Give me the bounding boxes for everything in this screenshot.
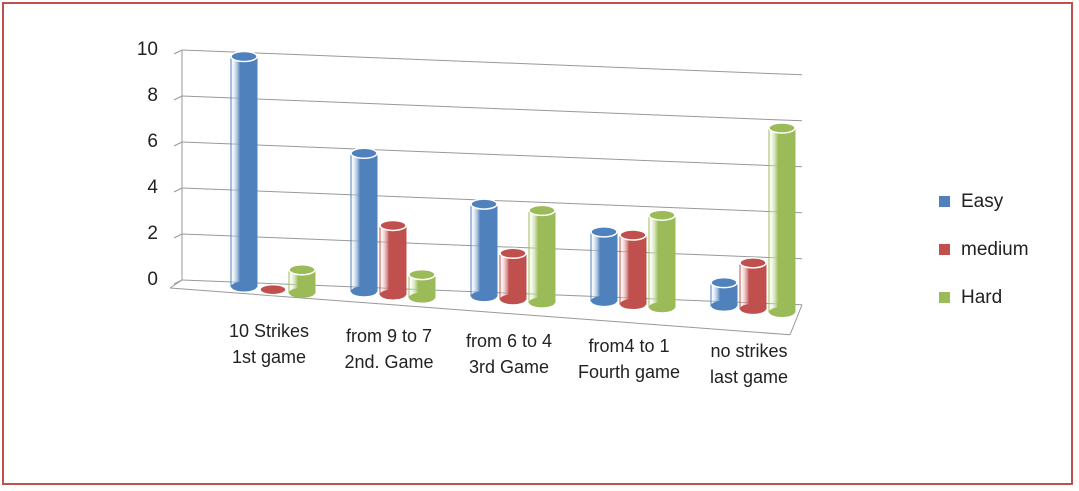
- bar: [499, 247, 527, 305]
- bar: [528, 204, 556, 308]
- legend-swatch: [939, 244, 950, 255]
- bar: [619, 229, 647, 310]
- x-tick-label: no strikes last game: [709, 340, 793, 387]
- bar-body: [619, 234, 647, 305]
- bar-top: [528, 204, 556, 217]
- bar-top: [768, 122, 796, 134]
- tick-mark: [173, 141, 183, 147]
- frame: 0 2 4 6 8 10 Easy medium Hard 10 Strikes 1st gam…: [2, 2, 1073, 485]
- x-tick-label: from 6 to 4 3rd Game: [465, 331, 558, 378]
- bar-top: [648, 209, 676, 221]
- bar-top: [619, 229, 647, 241]
- tick-mark: [173, 95, 183, 101]
- bar-bottom: [409, 292, 435, 303]
- bar-bottom: [591, 295, 617, 306]
- bar: [379, 219, 407, 300]
- bar-bottom: [471, 291, 497, 302]
- bar-body: [648, 214, 676, 308]
- y-tick-label: 2: [147, 223, 158, 244]
- bar-bottom: [649, 302, 675, 313]
- bar: [470, 198, 498, 302]
- legend-label: Easy: [961, 191, 1004, 212]
- tick-mark: [173, 49, 183, 55]
- legend-swatch: [939, 292, 950, 303]
- bar: [768, 122, 796, 317]
- y-tick-label: 10: [137, 39, 158, 60]
- bar-top: [739, 257, 767, 269]
- bar-top: [590, 226, 618, 238]
- bar: [739, 257, 767, 314]
- bar: [408, 268, 436, 303]
- floor-edge: [169, 287, 791, 336]
- bar-bottom: [500, 294, 526, 305]
- bar-body: [230, 55, 258, 287]
- bar-bottom: [711, 300, 737, 311]
- bar-body: [350, 152, 378, 292]
- bar-body: [499, 252, 527, 300]
- x-tick-label: from4 to 1 Fourth game: [577, 335, 681, 382]
- bar-top: [288, 264, 316, 276]
- bar-body: [528, 209, 556, 303]
- bar-body: [768, 127, 796, 313]
- floor-right: [789, 304, 803, 335]
- y-tick-label: 6: [147, 131, 158, 152]
- grid-line: [181, 95, 803, 122]
- x-tick-label: from 9 to 7 2nd. Game: [344, 326, 443, 373]
- legend-swatch: [939, 196, 950, 207]
- bar-bottom: [529, 297, 555, 308]
- legend-label: medium: [961, 239, 1029, 260]
- bar-body: [739, 262, 767, 310]
- bar-top: [350, 147, 378, 160]
- bar: [259, 283, 287, 296]
- bar-top: [710, 276, 738, 289]
- bar: [350, 147, 378, 297]
- bar: [590, 226, 618, 306]
- tick-mark: [173, 187, 183, 193]
- bar-bottom: [620, 299, 646, 310]
- bar-top: [230, 50, 258, 63]
- legend-label: Hard: [961, 287, 1002, 308]
- y-tick-label: 0: [147, 269, 158, 290]
- bar-bottom: [289, 287, 315, 298]
- bar-bottom: [380, 289, 406, 300]
- bar: [648, 209, 676, 313]
- bar-top: [499, 247, 527, 259]
- tick-mark: [173, 233, 183, 239]
- chart: 0 2 4 6 8 10 Easy medium Hard: [137, 39, 1029, 336]
- bar-bottom: [351, 286, 377, 297]
- bar-body: [590, 231, 618, 302]
- bar-top: [470, 198, 498, 210]
- bar: [230, 50, 258, 292]
- y-tick-label: 8: [147, 85, 158, 106]
- bar-top: [379, 219, 407, 232]
- bar-top: [408, 268, 436, 281]
- x-tick-label: 10 Strikes 1st game: [228, 321, 315, 368]
- bar-body: [470, 203, 498, 297]
- bar-bottom: [740, 303, 766, 314]
- bar-bottom: [231, 281, 257, 292]
- bar-bottom: [769, 307, 795, 317]
- grid-line: [181, 49, 803, 76]
- y-tick-label: 4: [147, 177, 158, 198]
- bar: [710, 276, 738, 311]
- tick-mark: [173, 279, 183, 285]
- grid-line: [181, 141, 803, 168]
- bar-body: [379, 224, 407, 295]
- bar-top: [259, 283, 287, 296]
- bar: [288, 264, 316, 298]
